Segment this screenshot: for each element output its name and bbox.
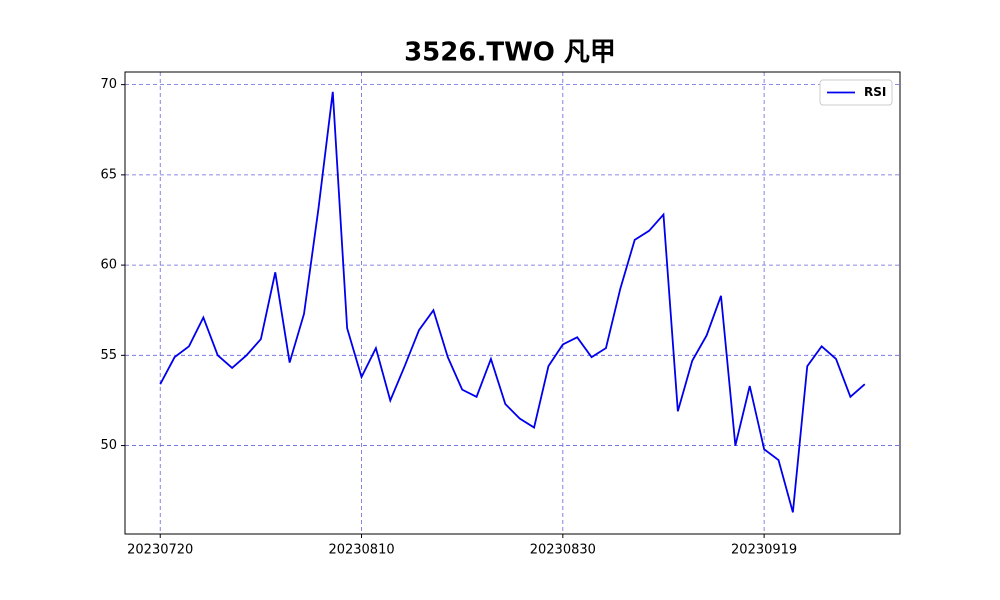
y-tick-label: 60 [100,258,117,273]
x-tick-label: 20230919 [731,543,797,558]
x-tick-label: 20230830 [530,543,596,558]
plot-frame [124,71,901,535]
x-tick-label: 20230810 [328,543,394,558]
legend-box [819,79,893,106]
y-tick-label: 65 [100,167,117,182]
legend-label: RSI [864,85,886,99]
chart-title: 3526.TWO 凡甲 [404,38,616,68]
rsi-line [159,91,866,513]
y-tick-label: 55 [100,348,117,363]
y-tick-label: 50 [100,438,117,453]
x-tick-label: 20230720 [127,543,193,558]
y-tick-label: 70 [100,77,117,92]
